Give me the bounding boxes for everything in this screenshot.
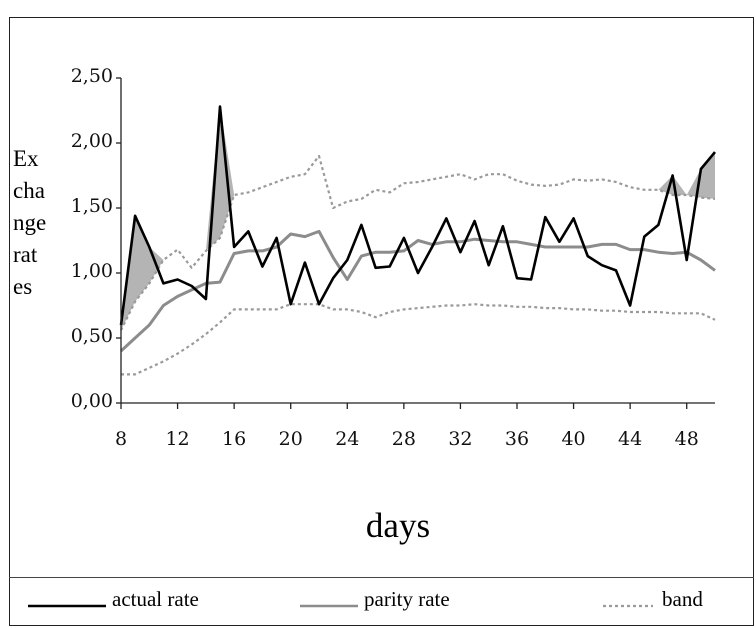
y-axis-title-line: nge xyxy=(13,210,46,235)
legend: actual rate parity rate band xyxy=(28,587,703,611)
y-tick-label: 2,00 xyxy=(71,130,113,152)
actual-rate-line xyxy=(119,105,716,326)
y-axis-title-line: rat xyxy=(13,242,38,267)
y-axis-title-line: Ex xyxy=(13,146,39,171)
legend-divider xyxy=(9,577,754,578)
x-tick-label: 40 xyxy=(561,428,585,450)
x-tick-label: 44 xyxy=(618,428,642,450)
chart-frame xyxy=(9,17,754,626)
y-tick-label: 0,00 xyxy=(71,390,113,412)
x-tick-label: 20 xyxy=(279,428,303,450)
x-tick-label: 32 xyxy=(448,428,472,450)
x-tick-label: 28 xyxy=(392,428,416,450)
band-upper-line xyxy=(120,154,716,331)
y-axis-title: Ex cha nge rat es xyxy=(13,146,46,299)
y-tick-labels: 0,00 0,50 1,00 1,50 2,00 2,50 xyxy=(71,65,113,412)
x-tick-label: 48 xyxy=(675,428,699,450)
band-lower-line xyxy=(121,303,716,376)
x-tick-label: 24 xyxy=(335,428,359,450)
series-lines xyxy=(119,105,716,376)
axes xyxy=(116,77,715,409)
y-tick-label: 2,50 xyxy=(71,65,113,87)
excess-fill-2 xyxy=(658,175,687,195)
x-axis-title: days xyxy=(366,506,430,545)
y-axis-title-line: es xyxy=(13,274,32,299)
x-tick-label: 36 xyxy=(505,428,529,450)
legend-label: band xyxy=(662,587,703,611)
legend-label: actual rate xyxy=(112,587,199,611)
x-tick-label: 16 xyxy=(222,428,246,450)
x-tick-labels: 8 12 16 20 24 28 32 36 40 44 48 xyxy=(115,428,699,450)
y-axis-title-line: cha xyxy=(13,178,45,203)
parity-rate-line xyxy=(119,229,716,353)
y-tick-label: 1,00 xyxy=(71,260,113,282)
y-tick-label: 0,50 xyxy=(71,325,113,347)
x-tick-label: 12 xyxy=(165,428,189,450)
legend-label: parity rate xyxy=(364,587,450,611)
y-tick-label: 1,50 xyxy=(71,195,113,217)
x-tick-label: 8 xyxy=(115,428,127,450)
